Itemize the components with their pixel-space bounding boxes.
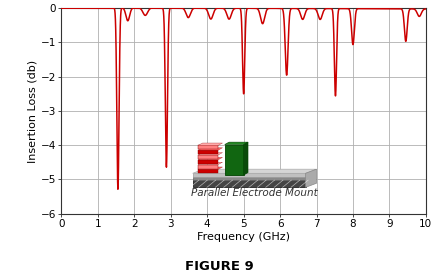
Polygon shape (198, 148, 222, 150)
Bar (192, 180, 305, 187)
Polygon shape (198, 143, 222, 145)
Bar (192, 177, 305, 180)
Polygon shape (198, 167, 222, 169)
Polygon shape (224, 142, 247, 144)
X-axis label: Frequency (GHz): Frequency (GHz) (197, 232, 290, 242)
Bar (192, 173, 305, 177)
Polygon shape (192, 169, 316, 173)
Polygon shape (198, 153, 222, 155)
Bar (198, 169, 218, 173)
Y-axis label: Insertion Loss (db): Insertion Loss (db) (28, 59, 38, 162)
Bar (224, 144, 243, 175)
Polygon shape (243, 142, 247, 175)
Polygon shape (198, 157, 222, 160)
Bar (198, 165, 218, 169)
Text: Parallel Electrode Mount: Parallel Electrode Mount (191, 188, 317, 198)
Bar (198, 145, 218, 149)
Bar (198, 150, 218, 154)
Bar (198, 160, 218, 164)
Text: FIGURE 9: FIGURE 9 (185, 260, 253, 273)
Bar (198, 155, 218, 159)
Polygon shape (198, 162, 222, 165)
Polygon shape (305, 169, 316, 187)
